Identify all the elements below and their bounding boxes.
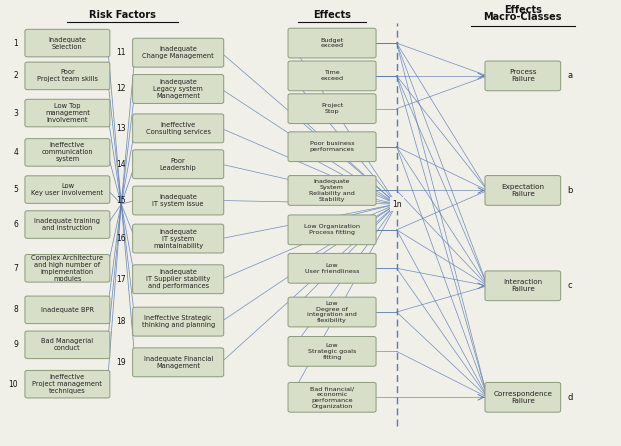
Text: Ineffective
communication
system: Ineffective communication system xyxy=(42,142,93,162)
Text: Correspondence
Failure: Correspondence Failure xyxy=(493,391,552,404)
Text: Bad financial/
economic
performance
Organization: Bad financial/ economic performance Orga… xyxy=(310,386,354,409)
FancyBboxPatch shape xyxy=(288,297,376,327)
Text: Inadequate
IT system
maintainability: Inadequate IT system maintainability xyxy=(153,228,203,248)
FancyBboxPatch shape xyxy=(25,296,110,324)
Text: Inadequate
IT Supplier stability
and performances: Inadequate IT Supplier stability and per… xyxy=(146,269,211,289)
FancyBboxPatch shape xyxy=(25,255,110,282)
Text: 17: 17 xyxy=(116,275,126,284)
FancyBboxPatch shape xyxy=(133,150,224,179)
FancyBboxPatch shape xyxy=(133,307,224,336)
Text: 6: 6 xyxy=(13,220,18,229)
Text: Poor
Project team skills: Poor Project team skills xyxy=(37,70,98,83)
Text: 14: 14 xyxy=(116,160,126,169)
Text: Macro-Classes: Macro-Classes xyxy=(484,12,562,22)
Text: Inadequate
IT system issue: Inadequate IT system issue xyxy=(152,194,204,207)
Text: Poor
Leadership: Poor Leadership xyxy=(160,158,197,171)
Text: Low Organization
Process fitting: Low Organization Process fitting xyxy=(304,224,360,235)
Text: Inadequate
Selection: Inadequate Selection xyxy=(48,37,86,50)
Text: Low
Strategic goals
fitting: Low Strategic goals fitting xyxy=(308,343,356,359)
Text: d: d xyxy=(568,393,573,402)
FancyBboxPatch shape xyxy=(485,61,561,91)
Text: a: a xyxy=(568,71,573,80)
FancyBboxPatch shape xyxy=(133,74,224,103)
FancyBboxPatch shape xyxy=(288,337,376,366)
Text: 15: 15 xyxy=(116,196,126,205)
Text: 4: 4 xyxy=(13,148,18,157)
FancyBboxPatch shape xyxy=(288,94,376,124)
FancyBboxPatch shape xyxy=(288,382,376,412)
Text: Low
User friendliness: Low User friendliness xyxy=(305,263,360,274)
FancyBboxPatch shape xyxy=(288,28,376,58)
Text: Project
Stop: Project Stop xyxy=(321,103,343,114)
FancyBboxPatch shape xyxy=(485,271,561,301)
Text: 19: 19 xyxy=(116,358,126,367)
Text: 8: 8 xyxy=(14,306,18,314)
FancyBboxPatch shape xyxy=(25,29,110,57)
Text: 7: 7 xyxy=(13,264,18,273)
Text: 13: 13 xyxy=(116,124,126,133)
Text: 5: 5 xyxy=(13,185,18,194)
FancyBboxPatch shape xyxy=(25,211,110,238)
FancyBboxPatch shape xyxy=(25,139,110,166)
Text: 2: 2 xyxy=(14,71,18,80)
FancyBboxPatch shape xyxy=(133,38,224,67)
Text: Inadequate
Legacy system
Management: Inadequate Legacy system Management xyxy=(153,79,203,99)
Text: Process
Failure: Process Failure xyxy=(509,70,537,83)
Text: Risk Factors: Risk Factors xyxy=(89,10,156,20)
Text: Inadequate training
and instruction: Inadequate training and instruction xyxy=(34,218,101,231)
FancyBboxPatch shape xyxy=(485,176,561,205)
Text: 12: 12 xyxy=(116,84,126,94)
Text: 18: 18 xyxy=(116,317,126,326)
FancyBboxPatch shape xyxy=(133,114,224,143)
Text: Complex Architecture
and high number of
implementation
modules: Complex Architecture and high number of … xyxy=(31,255,104,282)
Text: Effects: Effects xyxy=(313,10,351,20)
Text: Interaction
Failure: Interaction Failure xyxy=(503,279,542,292)
FancyBboxPatch shape xyxy=(485,382,561,412)
FancyBboxPatch shape xyxy=(288,253,376,283)
FancyBboxPatch shape xyxy=(288,132,376,161)
FancyBboxPatch shape xyxy=(25,176,110,203)
FancyBboxPatch shape xyxy=(25,331,110,359)
FancyBboxPatch shape xyxy=(133,186,224,215)
Text: Effects: Effects xyxy=(504,4,542,15)
Text: Inadequate BPR: Inadequate BPR xyxy=(41,307,94,313)
FancyBboxPatch shape xyxy=(133,265,224,293)
Text: Poor business
performances: Poor business performances xyxy=(309,141,355,152)
Text: 11: 11 xyxy=(116,48,126,57)
FancyBboxPatch shape xyxy=(288,215,376,245)
Text: Low Top
management
Involvement: Low Top management Involvement xyxy=(45,103,90,123)
Text: Inadequate Financial
Management: Inadequate Financial Management xyxy=(143,356,213,369)
FancyBboxPatch shape xyxy=(288,61,376,91)
Text: c: c xyxy=(568,281,572,290)
Text: 3: 3 xyxy=(13,108,18,118)
Text: Inadequate
Change Management: Inadequate Change Management xyxy=(142,46,214,59)
Text: 9: 9 xyxy=(13,340,18,349)
FancyBboxPatch shape xyxy=(288,176,376,205)
Text: 16: 16 xyxy=(116,234,126,243)
Text: Bad Managerial
conduct: Bad Managerial conduct xyxy=(42,339,94,351)
Text: 1: 1 xyxy=(14,39,18,48)
FancyBboxPatch shape xyxy=(25,99,110,127)
Text: Low
Key user involvement: Low Key user involvement xyxy=(31,183,104,196)
Text: Expectation
Failure: Expectation Failure xyxy=(501,184,545,197)
Text: Ineffective Strategic
thinking and planning: Ineffective Strategic thinking and plann… xyxy=(142,315,215,328)
Text: Ineffective
Project management
techniques: Ineffective Project management technique… xyxy=(32,374,102,394)
FancyBboxPatch shape xyxy=(133,348,224,377)
Text: Ineffective
Consulting services: Ineffective Consulting services xyxy=(146,122,211,135)
Text: Budget
exceed: Budget exceed xyxy=(320,37,343,49)
FancyBboxPatch shape xyxy=(133,224,224,253)
Text: b: b xyxy=(568,186,573,195)
Text: 1n: 1n xyxy=(392,199,401,209)
FancyBboxPatch shape xyxy=(25,371,110,398)
Text: 10: 10 xyxy=(9,380,18,388)
Text: Inadequate
System
Reliability and
Stability: Inadequate System Reliability and Stabil… xyxy=(309,179,355,202)
Text: Time
exceed: Time exceed xyxy=(320,70,343,81)
FancyBboxPatch shape xyxy=(25,62,110,90)
Text: Low
Degree of
integration and
flexibility: Low Degree of integration and flexibilit… xyxy=(307,301,357,323)
